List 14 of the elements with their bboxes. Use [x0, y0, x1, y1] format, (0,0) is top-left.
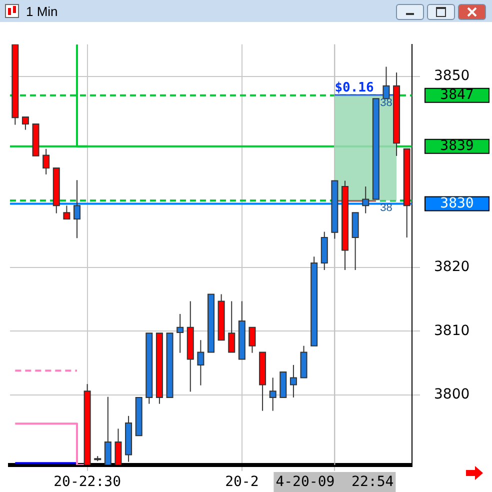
chart-title: 1 Min: [26, 4, 58, 19]
y-tick-label: 3850: [434, 68, 470, 84]
annotation: $0.16: [334, 80, 374, 96]
x-tick-label: 20-2: [225, 474, 259, 490]
y-tick-label: 3800: [434, 386, 470, 403]
ref-line-label: 3847: [440, 87, 474, 104]
x-tick-label: 20-22:30: [54, 474, 122, 490]
annotation: 38: [380, 202, 392, 214]
x-tick-label: 4-20-09 22:54: [276, 474, 394, 490]
y-tick-label: 3810: [434, 322, 470, 339]
annotation: 38: [380, 96, 392, 109]
y-tick-label: 3820: [434, 259, 470, 276]
ref-line-label: 3839: [440, 138, 474, 154]
ref-line-label: 3830: [440, 195, 474, 212]
